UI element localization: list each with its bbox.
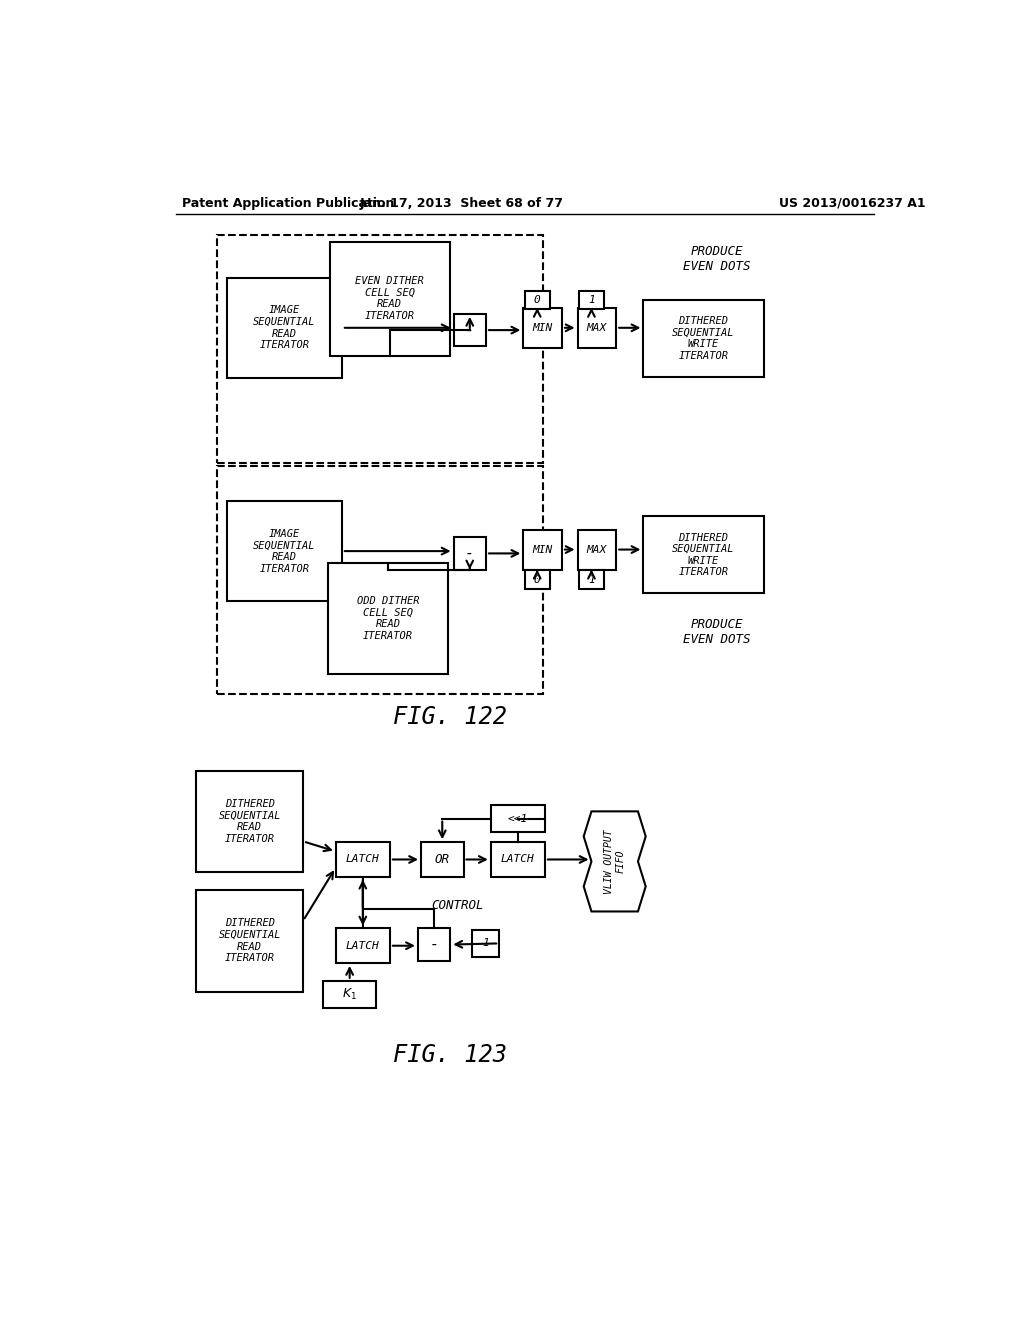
Text: -: - <box>429 937 438 952</box>
Bar <box>490 842 545 876</box>
Text: <<1: <<1 <box>508 813 528 824</box>
Bar <box>336 928 390 964</box>
Text: MAX: MAX <box>587 545 607 554</box>
Text: LATCH: LATCH <box>346 941 380 950</box>
Text: 1: 1 <box>588 574 595 585</box>
Text: DITHERED
SEQUENTIAL
WRITE
ITERATOR: DITHERED SEQUENTIAL WRITE ITERATOR <box>672 532 734 577</box>
Bar <box>643 516 764 594</box>
Text: MAX: MAX <box>587 323 607 333</box>
Bar <box>579 570 604 589</box>
Bar <box>330 242 450 355</box>
Text: 1: 1 <box>588 296 595 305</box>
Polygon shape <box>584 812 646 911</box>
Bar <box>418 928 451 961</box>
Bar <box>197 771 303 873</box>
Text: IMAGE
SEQUENTIAL
READ
ITERATOR: IMAGE SEQUENTIAL READ ITERATOR <box>253 305 315 350</box>
Text: CONTROL: CONTROL <box>431 899 484 912</box>
Text: LATCH: LATCH <box>346 854 380 865</box>
Bar <box>421 842 464 876</box>
Text: 0: 0 <box>534 296 541 305</box>
Bar <box>227 502 342 601</box>
Bar <box>217 466 543 693</box>
Text: PRODUCE
EVEN DOTS: PRODUCE EVEN DOTS <box>683 244 751 272</box>
Text: ODD DITHER
CELL SEQ
READ
ITERATOR: ODD DITHER CELL SEQ READ ITERATOR <box>356 597 419 642</box>
Bar <box>324 981 376 1007</box>
Text: -: - <box>465 546 474 561</box>
Bar <box>472 929 500 957</box>
Text: 1: 1 <box>482 939 489 948</box>
Text: Patent Application Publication: Patent Application Publication <box>182 197 394 210</box>
Bar <box>490 805 545 832</box>
Text: LATCH: LATCH <box>501 854 535 865</box>
Text: PRODUCE
EVEN DOTS: PRODUCE EVEN DOTS <box>683 618 751 645</box>
Bar <box>578 529 616 570</box>
Bar <box>579 290 604 309</box>
Bar <box>227 277 342 378</box>
Bar <box>523 529 562 570</box>
Text: -: - <box>465 322 474 338</box>
Bar <box>578 308 616 348</box>
Bar <box>454 537 486 570</box>
Text: VLIW OUTPUT
FIFO: VLIW OUTPUT FIFO <box>604 829 626 894</box>
Bar <box>217 235 543 462</box>
Text: US 2013/0016237 A1: US 2013/0016237 A1 <box>779 197 926 210</box>
Text: FIG. 123: FIG. 123 <box>392 1043 507 1068</box>
Bar <box>197 890 303 991</box>
Text: DITHERED
SEQUENTIAL
READ
ITERATOR: DITHERED SEQUENTIAL READ ITERATOR <box>218 919 281 964</box>
Text: IMAGE
SEQUENTIAL
READ
ITERATOR: IMAGE SEQUENTIAL READ ITERATOR <box>253 529 315 573</box>
Text: EVEN DITHER
CELL SEQ
READ
ITERATOR: EVEN DITHER CELL SEQ READ ITERATOR <box>355 276 424 321</box>
Text: FIG. 122: FIG. 122 <box>392 705 507 729</box>
Bar <box>523 308 562 348</box>
Text: MIN: MIN <box>532 323 553 333</box>
Bar <box>336 842 390 876</box>
Bar <box>524 290 550 309</box>
Bar <box>454 314 486 346</box>
Text: Jan. 17, 2013  Sheet 68 of 77: Jan. 17, 2013 Sheet 68 of 77 <box>359 197 563 210</box>
Text: 0: 0 <box>534 574 541 585</box>
Text: DITHERED
SEQUENTIAL
READ
ITERATOR: DITHERED SEQUENTIAL READ ITERATOR <box>218 799 281 843</box>
Bar <box>328 562 449 675</box>
Bar <box>643 300 764 378</box>
Text: $K_1$: $K_1$ <box>342 986 357 1002</box>
Bar <box>524 570 550 589</box>
Text: MIN: MIN <box>532 545 553 554</box>
Text: DITHERED
SEQUENTIAL
WRITE
ITERATOR: DITHERED SEQUENTIAL WRITE ITERATOR <box>672 317 734 360</box>
Text: OR: OR <box>435 853 450 866</box>
